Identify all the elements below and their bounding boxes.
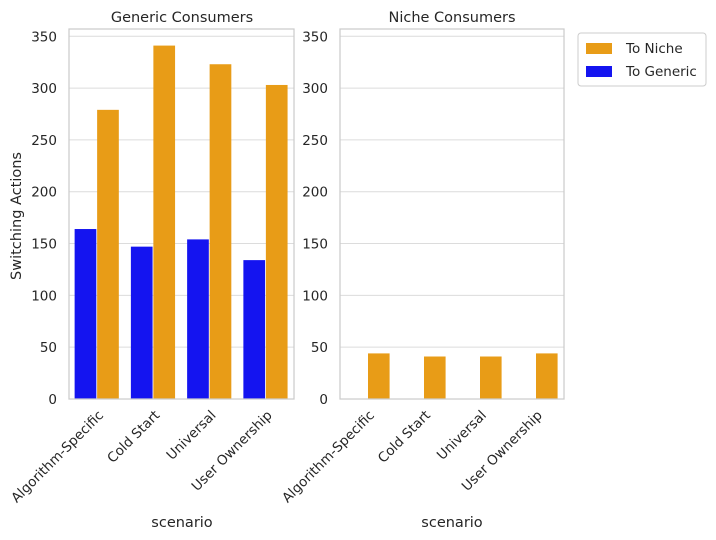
x-axis-label: scenario xyxy=(151,515,213,531)
y-tick-label: 250 xyxy=(31,133,57,149)
legend-label-to-generic: To Generic xyxy=(625,64,697,80)
y-tick-label: 300 xyxy=(302,81,328,97)
y-tick-label: 350 xyxy=(302,29,328,45)
bars xyxy=(74,45,288,400)
y-tick-labels: 0 50 100 150 200 250 300 350 xyxy=(302,29,328,408)
bar-to-niche-cold-start xyxy=(153,45,176,399)
bar-to-generic-algorithm-specific xyxy=(74,229,97,399)
bar-to-niche-universal xyxy=(209,64,232,399)
y-tick-label: 50 xyxy=(40,340,57,356)
y-tick-label: 350 xyxy=(31,29,57,45)
plot-frame xyxy=(68,28,295,400)
y-tick-label: 250 xyxy=(302,133,328,149)
panel-title: Niche Consumers xyxy=(388,10,515,26)
bar-to-niche-user-ownership xyxy=(536,353,558,399)
bar-to-niche-universal xyxy=(480,356,502,399)
bar-to-niche-user-ownership xyxy=(265,84,288,400)
legend: To Niche To Generic xyxy=(577,32,707,87)
panel-title: Generic Consumers xyxy=(111,10,253,26)
y-tick-label: 0 xyxy=(48,392,57,408)
x-axis-label: scenario xyxy=(421,515,483,531)
bar-to-niche-algorithm-specific xyxy=(368,353,390,399)
legend-swatch-to-generic xyxy=(586,66,612,77)
y-tick-label: 50 xyxy=(311,340,328,356)
bar-to-niche-algorithm-specific xyxy=(97,109,119,400)
y-tick-labels: 0 50 100 150 200 250 300 350 xyxy=(31,29,57,408)
plot-frame xyxy=(339,28,565,400)
bars xyxy=(368,353,558,399)
bar-to-generic-cold-start xyxy=(130,246,153,399)
legend-swatch-to-niche xyxy=(586,43,612,54)
y-tick-label: 100 xyxy=(31,288,57,304)
y-tick-label: 300 xyxy=(31,81,57,97)
bar-to-generic-user-ownership xyxy=(243,260,266,399)
y-axis-label: Switching Actions xyxy=(9,152,25,280)
y-tick-label: 100 xyxy=(302,288,328,304)
bar-to-generic-universal xyxy=(187,239,209,399)
y-tick-label: 150 xyxy=(302,237,328,253)
bar-to-niche-cold-start xyxy=(424,356,446,399)
y-tick-label: 200 xyxy=(31,185,57,201)
y-tick-label: 0 xyxy=(319,392,328,408)
legend-label-to-niche: To Niche xyxy=(625,41,683,57)
y-tick-label: 150 xyxy=(31,237,57,253)
y-tick-label: 200 xyxy=(302,185,328,201)
